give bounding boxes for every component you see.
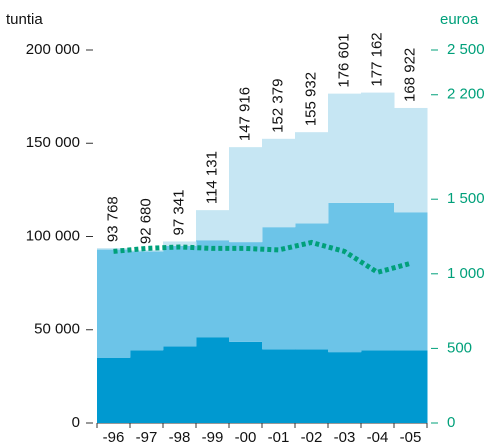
area-segment [229, 147, 263, 243]
y-tick-label: 150 000 [26, 134, 80, 151]
area-segment [361, 92, 395, 203]
x-tick-label: -01 [268, 429, 290, 446]
y2-axis-label: euroa [440, 11, 479, 28]
area-segment [262, 349, 296, 423]
x-tick-label: -02 [301, 429, 323, 446]
area-segment [361, 202, 395, 351]
y-tick-label: 0 [72, 414, 80, 431]
area-segment [97, 249, 131, 358]
total-label: 97 341 [170, 190, 187, 236]
y2-tick-label: 1 500 [447, 190, 485, 207]
area-segment [130, 250, 164, 252]
y2-tick-label: 500 [447, 339, 472, 356]
total-label: 177 162 [368, 32, 385, 86]
y-tick-label: 100 000 [26, 227, 80, 244]
area-segment [229, 242, 263, 342]
area-segment [394, 212, 428, 351]
x-tick-label: -98 [169, 429, 191, 446]
total-label: 93 768 [104, 196, 121, 242]
y2-tick-label: 2 200 [447, 86, 485, 103]
y-tick-label: 200 000 [26, 41, 80, 58]
y-tick-label: 50 000 [34, 321, 80, 338]
area-segment [163, 346, 197, 423]
total-label: 114 131 [203, 151, 220, 204]
area-segment [229, 341, 263, 423]
total-label: 176 601 [335, 33, 352, 87]
area-segment [163, 241, 197, 246]
x-tick-label: -96 [103, 429, 125, 446]
area-segment [196, 337, 230, 423]
area-segment [328, 202, 362, 353]
total-label: 168 922 [401, 48, 418, 102]
area-segment [262, 138, 296, 228]
x-tick-label: -97 [136, 429, 158, 446]
area-segment [328, 352, 362, 423]
area-segment [394, 107, 428, 213]
area-segment [130, 251, 164, 351]
area-segment [130, 350, 164, 423]
total-label: 92 680 [137, 198, 154, 244]
y-axis-label: tuntia [6, 11, 43, 28]
area-segment [196, 240, 230, 338]
x-tick-label: -03 [334, 429, 356, 446]
area-segment [394, 350, 428, 423]
euroa-line [113, 239, 412, 276]
total-label: 152 379 [269, 79, 286, 133]
y2-tick-label: 2 500 [447, 41, 485, 58]
x-tick-label: -99 [202, 429, 224, 446]
y2-tick-label: 0 [447, 414, 455, 431]
x-tick-label: -04 [367, 429, 389, 446]
area-segment [196, 210, 230, 241]
area-segment [295, 349, 329, 423]
area-segment [361, 350, 395, 423]
total-label: 155 932 [302, 72, 319, 126]
area-segment [97, 248, 131, 250]
area-segment [328, 93, 362, 203]
area-segment [97, 357, 131, 423]
x-tick-label: -05 [400, 429, 422, 446]
y2-tick-label: 1 000 [447, 265, 485, 282]
area-segment [295, 132, 329, 224]
area-segment [163, 245, 197, 347]
x-tick-label: -00 [235, 429, 257, 446]
total-label: 147 916 [236, 87, 253, 141]
